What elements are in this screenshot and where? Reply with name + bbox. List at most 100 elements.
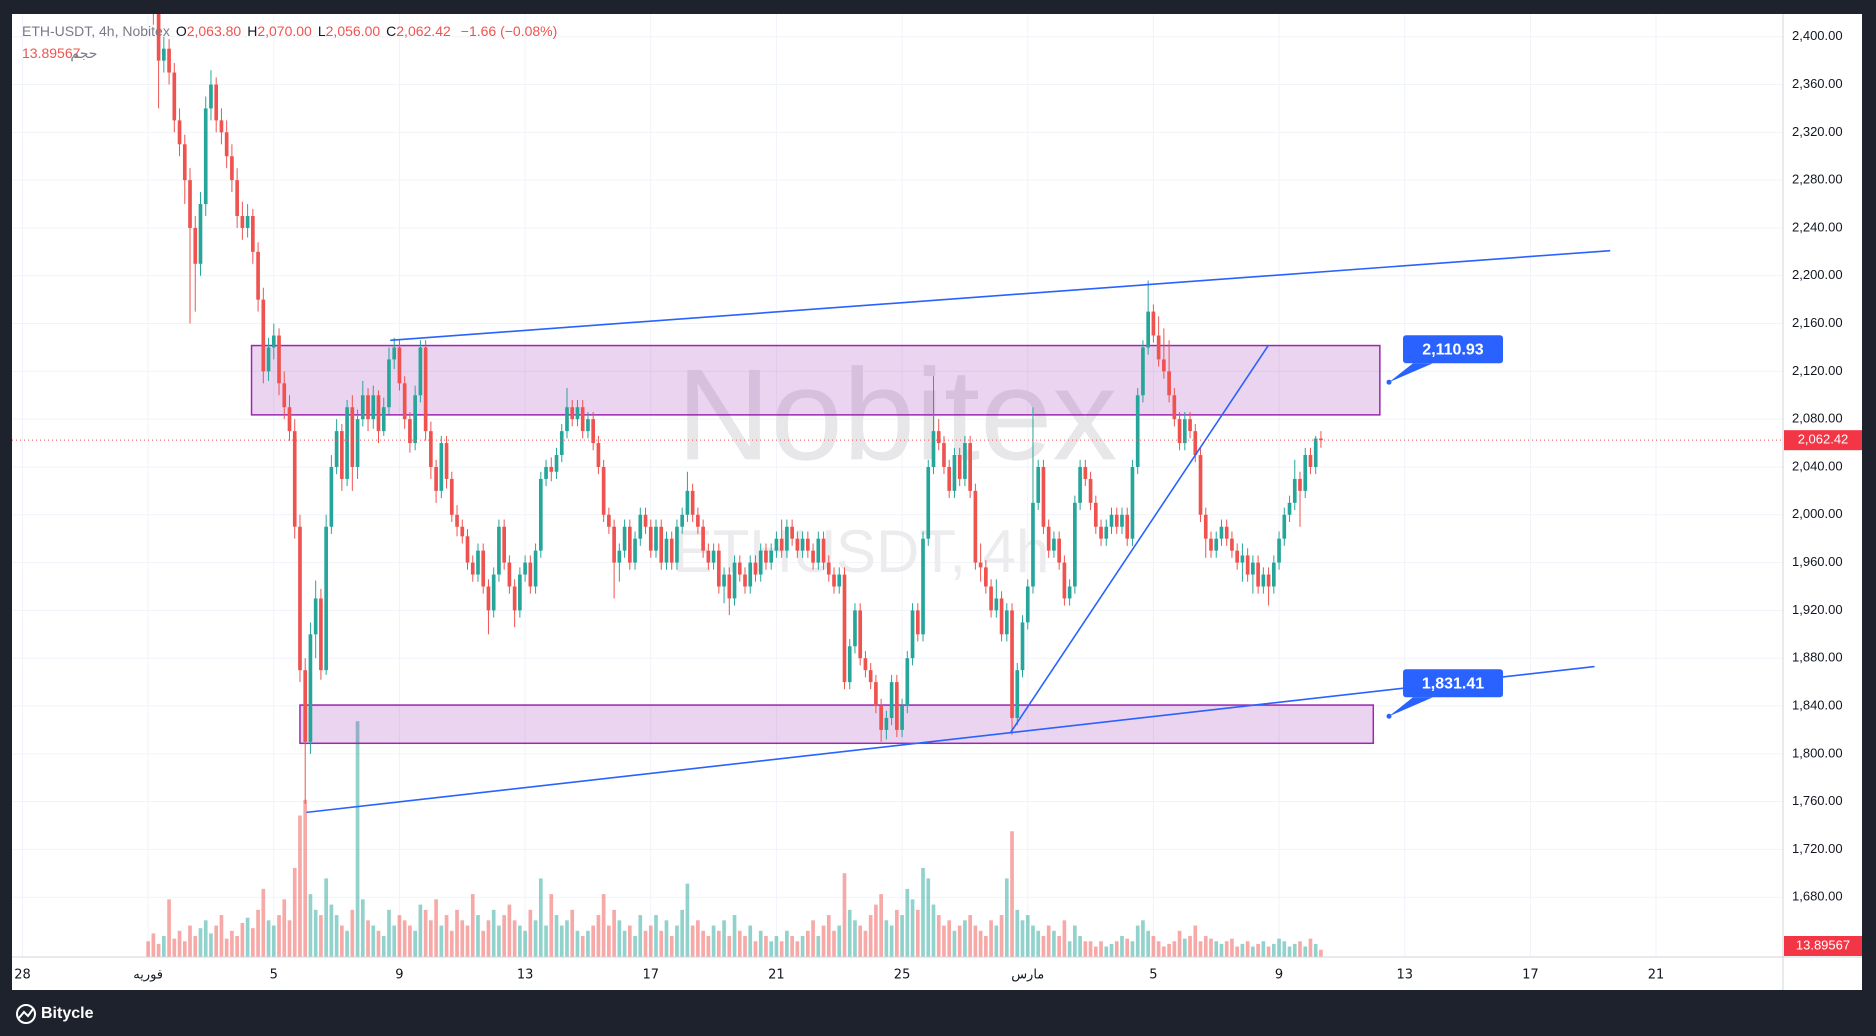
volume-bar	[214, 925, 219, 957]
volume-bar	[994, 925, 999, 957]
volume-bar	[256, 909, 260, 957]
volume-bar	[376, 930, 381, 957]
candle-body	[806, 538, 810, 551]
volume-bar	[172, 938, 177, 957]
y-tick-label: 2,000.00	[1792, 506, 1843, 521]
candle-body	[402, 383, 407, 420]
candle-body	[659, 526, 664, 563]
candle-body	[1057, 538, 1061, 563]
volume-bar	[947, 920, 952, 957]
candle-body	[1303, 455, 1308, 491]
volume-bar	[748, 925, 753, 957]
candle-body	[842, 574, 847, 683]
volume-bar	[1104, 946, 1109, 957]
volume-bar	[737, 930, 742, 957]
volume-bar	[162, 936, 166, 957]
volume-bar	[989, 920, 993, 957]
candle-body	[261, 299, 266, 372]
candle-body	[942, 443, 946, 467]
candle-body	[371, 395, 376, 420]
candle-body	[397, 347, 402, 384]
candle-body	[538, 478, 543, 551]
volume-bar	[643, 930, 648, 957]
candle-body	[706, 550, 711, 563]
volume-bar	[936, 915, 941, 957]
candle-body	[675, 526, 679, 563]
candle-body	[722, 574, 726, 587]
y-tick-label: 2,400.00	[1792, 28, 1843, 43]
candle-body	[952, 455, 957, 491]
candle-body	[360, 395, 365, 420]
candle-body	[193, 227, 198, 264]
candle-body	[1292, 478, 1297, 503]
candle-body	[617, 550, 622, 563]
candle-body	[287, 407, 292, 432]
volume-bar	[1319, 949, 1323, 957]
volume-bar	[764, 936, 768, 957]
candle-body	[308, 634, 313, 742]
candle-body	[554, 455, 559, 472]
y-tick-label: 2,160.00	[1792, 315, 1843, 330]
volume-bar	[1188, 936, 1192, 957]
volume-bar	[952, 930, 957, 957]
candle-body	[999, 598, 1004, 635]
x-tick-label: 28	[14, 968, 31, 983]
candle-body	[638, 514, 643, 539]
candle-body	[177, 120, 182, 145]
volume-bar	[685, 883, 690, 957]
price-tag-box	[1403, 335, 1504, 364]
volume-bar	[591, 925, 596, 957]
candle-body	[926, 466, 931, 539]
candle-body	[1203, 514, 1208, 539]
candle-body	[1125, 514, 1130, 539]
candle-body	[957, 455, 962, 479]
x-tick-label: 17	[642, 968, 659, 983]
volume-bar	[1256, 943, 1260, 957]
zone	[250, 344, 1381, 416]
volume-bar	[774, 936, 779, 957]
candle-body	[910, 610, 915, 659]
volume-bar	[622, 930, 627, 957]
volume-bar	[1073, 925, 1077, 957]
candle-body	[282, 383, 287, 408]
candle-body	[1010, 610, 1014, 718]
volume-bar	[586, 930, 590, 957]
candle-body	[523, 562, 527, 575]
volume-bar	[1182, 938, 1187, 957]
volume-bar	[182, 941, 187, 957]
volume-bar	[292, 867, 297, 957]
candle-body	[1287, 502, 1292, 515]
candle-body	[1015, 670, 1020, 718]
volume-bar	[402, 920, 407, 957]
volume-bar	[298, 815, 302, 957]
volume-bar	[853, 920, 857, 957]
candle-body	[1151, 311, 1156, 336]
candle-body	[497, 526, 501, 575]
candle-body	[434, 466, 438, 491]
volume-bar	[476, 915, 480, 957]
volume-bar	[1099, 941, 1103, 957]
candle-body	[486, 586, 491, 611]
candle-body	[313, 598, 318, 635]
candle-body	[1308, 455, 1313, 467]
candle-body	[790, 526, 794, 539]
volume-bar	[1240, 943, 1245, 957]
volume-bar	[984, 936, 988, 957]
candle-body	[800, 538, 805, 551]
candle-body	[821, 538, 826, 563]
candle-body	[1025, 586, 1030, 623]
volume-bar	[1271, 943, 1276, 957]
volume-bar	[1198, 941, 1203, 957]
candle-body	[1088, 478, 1093, 503]
volume-bar	[706, 936, 711, 957]
axes: 1,680.00 1,720.00 1,760.00 1,800.00 1,840.00…	[12, 14, 1862, 990]
candle-body	[837, 574, 842, 587]
volume-bar	[193, 936, 198, 957]
candle-body	[182, 144, 187, 181]
candle-body	[633, 538, 637, 563]
candle-body	[1298, 478, 1302, 491]
candle-body	[439, 443, 444, 491]
candle-body	[1156, 335, 1161, 360]
price-tag-pointer	[1389, 363, 1434, 383]
y-tick-label: 1,960.00	[1792, 554, 1843, 569]
